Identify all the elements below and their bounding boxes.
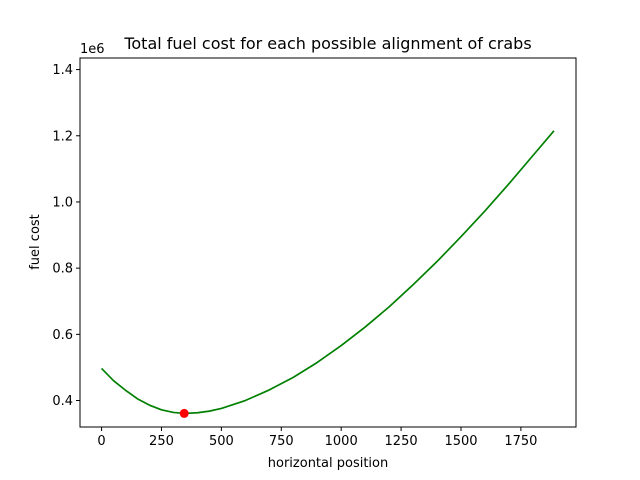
x-axis-label: horizontal position <box>268 456 388 471</box>
y-tick-label: 0.4 <box>52 394 73 409</box>
x-tick-label: 1250 <box>385 434 418 449</box>
minimum-point <box>179 408 189 418</box>
x-tick-label: 500 <box>209 434 234 449</box>
y-axis: 0.4 0.6 0.8 1.0 1.2 1.4 <box>52 63 80 409</box>
y-offset-label: 1e6 <box>80 42 105 57</box>
plot-frame <box>79 57 577 428</box>
x-tick-label: 1500 <box>444 434 477 449</box>
y-tick-label: 0.6 <box>52 328 73 343</box>
x-axis: 0 250 500 750 1000 1250 1500 1750 <box>97 427 537 449</box>
plot-area <box>100 130 555 418</box>
chart-title: Total fuel cost for each possible alignm… <box>123 34 531 53</box>
x-tick-label: 0 <box>97 434 105 449</box>
y-tick-label: 1.2 <box>52 129 73 144</box>
series-line-0 <box>100 130 555 415</box>
y-axis-label: fuel cost <box>28 214 43 270</box>
y-tick-label: 1.4 <box>52 63 73 78</box>
y-tick-label: 1.0 <box>52 195 73 210</box>
x-tick-label: 750 <box>269 434 294 449</box>
y-tick-label: 0.8 <box>52 262 73 277</box>
x-tick-label: 1750 <box>504 434 537 449</box>
x-tick-label: 250 <box>149 434 174 449</box>
x-tick-label: 1000 <box>325 434 358 449</box>
